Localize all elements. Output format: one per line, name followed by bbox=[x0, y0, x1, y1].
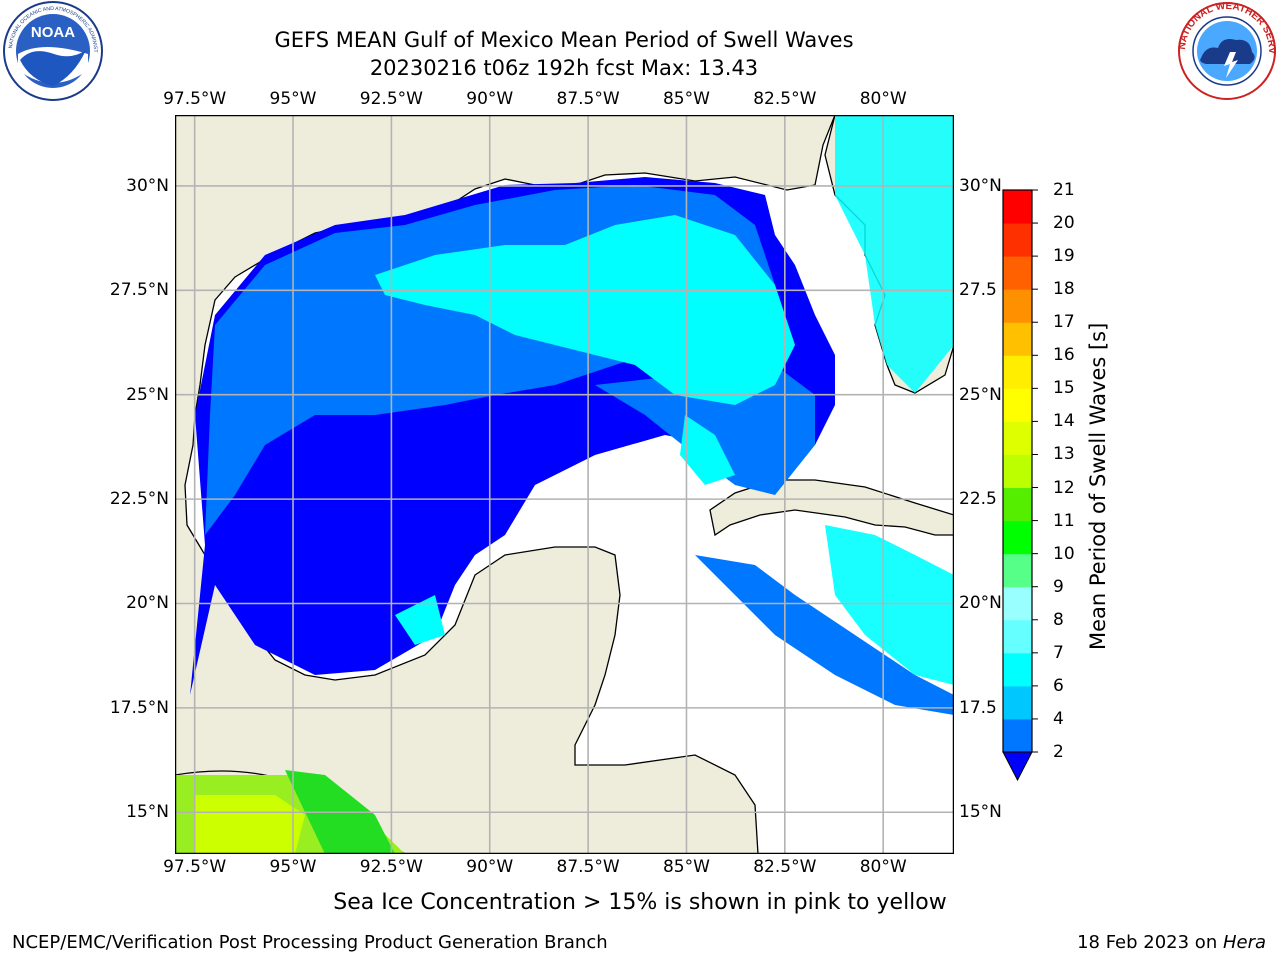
footer-date-text: 18 Feb 2023 on bbox=[1077, 932, 1223, 953]
colorbar-label: Mean Period of Swell Waves [s] bbox=[1086, 322, 1110, 650]
lon-label-bottom: 97.5°W bbox=[163, 857, 227, 877]
lon-label-bottom: 85°W bbox=[662, 857, 710, 877]
colorbar-tick-label: 13 bbox=[1053, 444, 1075, 465]
lon-label-top: 87.5°W bbox=[556, 89, 620, 109]
colorbar-tick-label: 9 bbox=[1053, 576, 1064, 597]
colorbar-segment bbox=[1003, 718, 1032, 753]
lon-label-top: 97.5°W bbox=[163, 89, 227, 109]
colorbar-segment bbox=[1003, 454, 1032, 489]
lon-label-top: 85°W bbox=[662, 89, 710, 109]
colorbar-segment bbox=[1003, 586, 1032, 621]
colorbar-segment bbox=[1003, 322, 1032, 356]
lat-label-right: 15°N bbox=[959, 802, 1002, 823]
footer-date: 18 Feb 2023 on Hera bbox=[1077, 932, 1266, 953]
nws-logo: NATIONAL WEATHER SERVICE bbox=[1176, 0, 1277, 100]
lat-label-left: 15°N bbox=[126, 802, 169, 823]
lat-label-right: 22.5 bbox=[959, 489, 997, 510]
graticule bbox=[175, 115, 954, 854]
colorbar-segment bbox=[1003, 256, 1032, 290]
colorbar-segment bbox=[1003, 289, 1032, 323]
colorbar-tick-label: 11 bbox=[1053, 510, 1075, 531]
colorbar-tick-label: 15 bbox=[1053, 378, 1075, 399]
colorbar-segment bbox=[1003, 421, 1032, 455]
colorbar-tick-label: 21 bbox=[1053, 180, 1075, 200]
colorbar-tick-label: 2 bbox=[1053, 742, 1064, 762]
lon-label-bottom: 95°W bbox=[269, 857, 317, 877]
colorbar-segment bbox=[1003, 520, 1032, 555]
lat-label-left: 25°N bbox=[126, 384, 169, 405]
colorbar-tick-label: 14 bbox=[1053, 411, 1075, 432]
lat-label-left: 17.5°N bbox=[109, 697, 169, 718]
lat-label-right: 20°N bbox=[959, 593, 1002, 614]
lat-label-left: 27.5°N bbox=[109, 280, 169, 301]
footer-machine: Hera bbox=[1222, 932, 1266, 953]
colorbar bbox=[1002, 189, 1038, 782]
colorbar-tick-label: 16 bbox=[1053, 345, 1075, 366]
colorbar-tick-label: 7 bbox=[1053, 642, 1064, 663]
colorbar-segment bbox=[1003, 388, 1032, 422]
lat-label-left: 20°N bbox=[126, 593, 169, 614]
colorbar-segment bbox=[1003, 487, 1032, 522]
colorbar-tick-label: 18 bbox=[1053, 279, 1075, 300]
lon-label-bottom: 87.5°W bbox=[556, 857, 620, 877]
sea-ice-note: Sea Ice Concentration > 15% is shown in … bbox=[333, 890, 947, 915]
lat-label-left: 30°N bbox=[126, 175, 169, 196]
colorbar-segment bbox=[1003, 553, 1032, 588]
lon-label-top: 92.5°W bbox=[359, 89, 423, 109]
lon-label-top: 80°W bbox=[859, 89, 907, 109]
colorbar-segment bbox=[1003, 223, 1032, 257]
colorbar-tick-label: 10 bbox=[1053, 543, 1075, 564]
noaa-logo-text: NOAA bbox=[31, 24, 75, 41]
colorbar-tick-label: 12 bbox=[1053, 477, 1075, 498]
colorbar-tick-label: 17 bbox=[1053, 312, 1075, 333]
colorbar-tick-label: 20 bbox=[1053, 213, 1075, 234]
lat-label-right: 25°N bbox=[959, 384, 1002, 405]
colorbar-segment bbox=[1003, 355, 1032, 389]
colorbar-tick-label: 8 bbox=[1053, 609, 1064, 630]
lon-label-top: 95°W bbox=[269, 89, 317, 109]
map-frame bbox=[175, 115, 954, 854]
footer-credit: NCEP/EMC/Verification Post Processing Pr… bbox=[12, 932, 608, 953]
lon-label-bottom: 80°W bbox=[859, 857, 907, 877]
colorbar-segment bbox=[1003, 190, 1032, 224]
map-panel bbox=[175, 115, 954, 854]
lat-label-right: 17.5 bbox=[959, 697, 997, 718]
lon-label-bottom: 90°W bbox=[466, 857, 514, 877]
colorbar-tick-label: 4 bbox=[1053, 708, 1064, 729]
noaa-logo: NOAA NATIONAL OCEANIC AND ATMOSPHERIC AD… bbox=[2, 0, 103, 101]
colorbar-segment bbox=[1003, 685, 1032, 720]
lat-label-right: 27.5 bbox=[959, 280, 997, 301]
lon-label-bottom: 92.5°W bbox=[359, 857, 423, 877]
lon-label-top: 82.5°W bbox=[753, 89, 817, 109]
colorbar-segment bbox=[1003, 652, 1032, 687]
chart-subtitle: 20230216 t06z 192h fcst Max: 13.43 bbox=[369, 56, 759, 80]
colorbar-tick-label: 19 bbox=[1053, 246, 1075, 267]
lat-label-right: 30°N bbox=[959, 175, 1002, 196]
chart-title: GEFS MEAN Gulf of Mexico Mean Period of … bbox=[274, 28, 854, 52]
colorbar-segment bbox=[1003, 619, 1032, 654]
lat-label-left: 22.5°N bbox=[109, 489, 169, 510]
lon-label-top: 90°W bbox=[466, 89, 514, 109]
lon-label-bottom: 82.5°W bbox=[753, 857, 817, 877]
colorbar-tick-label: 6 bbox=[1053, 675, 1064, 696]
